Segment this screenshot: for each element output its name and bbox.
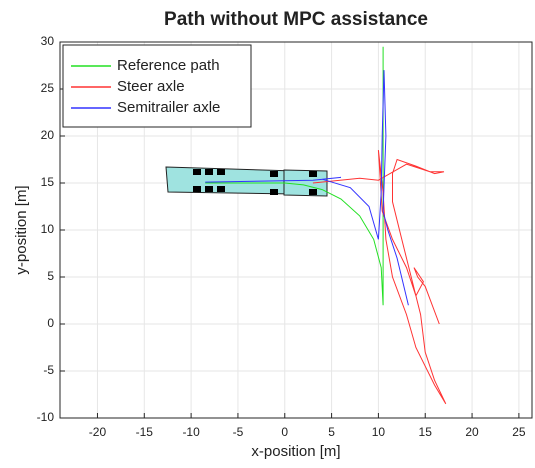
wheel [270, 189, 278, 195]
legend-label: Reference path [117, 57, 220, 74]
y-tick-label: 10 [41, 222, 55, 236]
legend-label: Steer axle [117, 78, 185, 95]
wheel [270, 171, 278, 177]
series-line [205, 70, 409, 306]
wheel [309, 171, 317, 177]
y-tick-label: 15 [41, 175, 55, 189]
wheel [217, 186, 225, 192]
wheel [309, 189, 317, 195]
chart-title: Path without MPC assistance [164, 9, 428, 30]
x-axis-label: x-position [m] [251, 443, 340, 460]
legend-label: Semitrailer axle [117, 99, 220, 116]
wheel [193, 186, 201, 192]
wheel [205, 169, 213, 175]
cab [283, 169, 328, 197]
y-axis-label: y-position [m] [13, 185, 30, 274]
y-tick-label: 20 [41, 128, 55, 142]
y-tick-label: 30 [41, 34, 55, 48]
x-tick-label: 20 [465, 425, 479, 439]
x-tick-label: 15 [419, 425, 433, 439]
x-tick-label: -10 [182, 425, 200, 439]
y-tick-label: 5 [47, 269, 54, 283]
series-line [205, 46, 384, 306]
x-tick-label: -5 [233, 425, 244, 439]
wheel [217, 169, 225, 175]
wheel [193, 169, 201, 175]
y-tick-label: 0 [47, 316, 54, 330]
y-tick-label: 25 [41, 81, 55, 95]
x-tick-label: 5 [328, 425, 335, 439]
x-tick-label: 10 [372, 425, 386, 439]
x-tick-label: -20 [89, 425, 107, 439]
x-tick-label: -15 [136, 425, 154, 439]
wheel [205, 186, 213, 192]
series-line [312, 150, 447, 405]
x-tick-label: 0 [281, 425, 288, 439]
x-tick-label: 25 [512, 425, 526, 439]
vehicle [165, 166, 328, 197]
legend-box [62, 44, 252, 128]
y-tick-label: -5 [43, 363, 54, 377]
y-tick-label: -10 [37, 410, 55, 424]
